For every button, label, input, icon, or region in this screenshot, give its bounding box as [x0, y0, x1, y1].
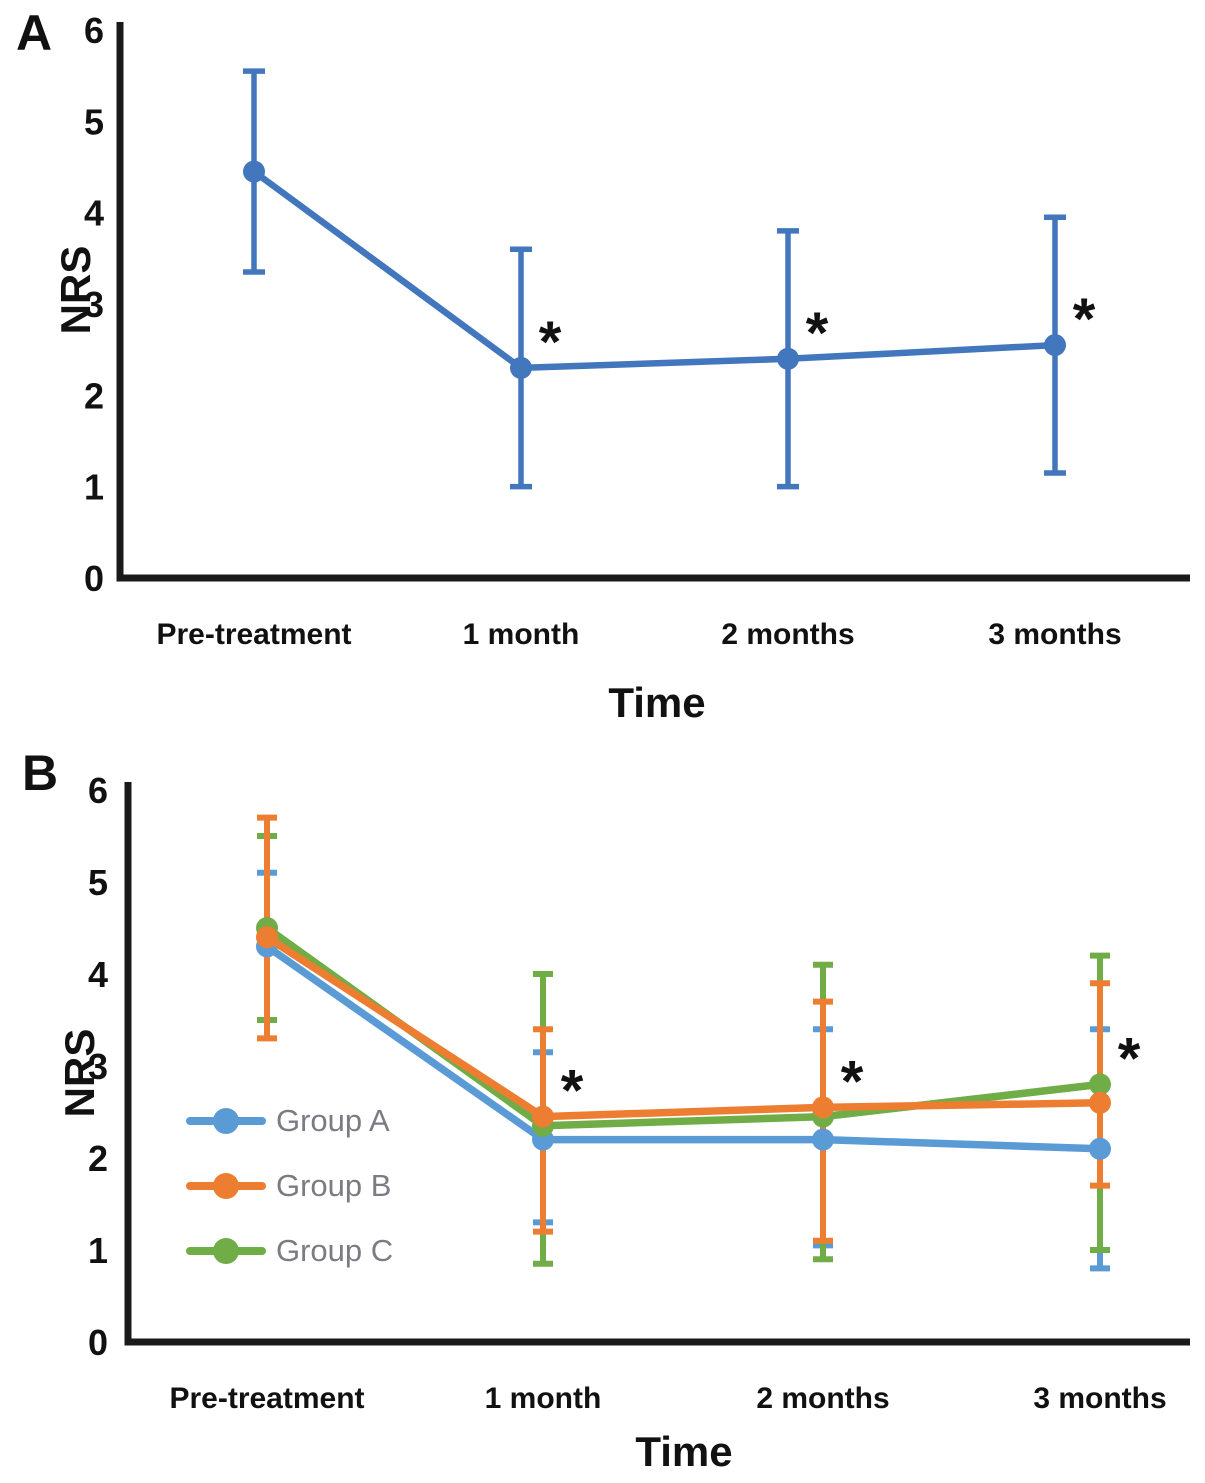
significance-asterisk: *: [806, 301, 829, 366]
series-line: [263, 933, 1104, 1121]
x-category-label: Pre-treatment: [169, 1382, 364, 1415]
chart-b-y-axis-label: NRS: [56, 1028, 103, 1118]
data-point-marker: [812, 1128, 834, 1151]
significance-asterisk: *: [1073, 287, 1096, 352]
significance-asterisk: *: [841, 1049, 864, 1114]
y-tick-label: 0: [88, 1322, 108, 1363]
data-point-marker: [1089, 1091, 1111, 1114]
legend-item: Group C: [186, 1232, 393, 1270]
y-tick-label: 1: [88, 1230, 108, 1271]
chart-a: 0 1 2 3 4 5 6 Pre-treatment 1 month 2 months 3 mon…: [84, 10, 1190, 651]
y-tick-label: 4: [84, 193, 104, 234]
data-point-marker: [532, 1105, 554, 1128]
x-category-label: 3 months: [1033, 1382, 1166, 1415]
data-point-marker: [256, 926, 278, 949]
x-category-label: 2 months: [756, 1382, 889, 1415]
x-category-label: 1 month: [463, 618, 580, 651]
x-category-label: 3 months: [988, 618, 1121, 651]
data-point-marker: [777, 347, 799, 370]
data-point-marker: [243, 160, 265, 183]
legend-label: Group A: [276, 1103, 390, 1138]
x-category-label: 1 month: [485, 1382, 602, 1415]
panel-b-label: B: [22, 745, 59, 801]
data-point-marker: [1044, 334, 1066, 357]
series-line: [263, 924, 1104, 1130]
y-tick-label: 4: [88, 954, 108, 995]
y-tick-label: 6: [88, 770, 108, 811]
chart-a-y-axis-label: NRS: [52, 245, 99, 335]
significance-asterisk: *: [561, 1059, 584, 1124]
chart-a-x-axis-title: Time: [608, 679, 706, 726]
significance-asterisk: *: [1118, 1026, 1141, 1091]
legend-series-marker-icon: [186, 1167, 266, 1205]
data-point-marker: [1089, 1073, 1111, 1096]
series-line: [263, 942, 1104, 1153]
significance-asterisk: *: [539, 310, 562, 375]
chart-b-x-axis-title: Time: [635, 1428, 733, 1475]
y-tick-label: 5: [84, 101, 104, 142]
legend-series-marker-icon: [186, 1102, 266, 1140]
legend-label: Group C: [276, 1233, 394, 1268]
x-category-label: Pre-treatment: [156, 618, 351, 651]
x-category-label: 2 months: [721, 618, 854, 651]
y-tick-label: 2: [88, 1138, 108, 1179]
legend-item: Group B: [186, 1167, 393, 1205]
data-point-marker: [1089, 1137, 1111, 1160]
y-tick-label: 6: [84, 10, 104, 51]
y-tick-label: 3: [88, 1046, 108, 1087]
y-tick-label: 3: [84, 284, 104, 325]
y-tick-label: 5: [88, 862, 108, 903]
y-tick-label: 1: [84, 467, 104, 508]
chart-b: 0 1 2 3 4 5 6 Pre-treatment 1 month 2 months 3 mon…: [88, 770, 1190, 1415]
y-tick-label: 0: [84, 558, 104, 599]
legend-label: Group B: [276, 1168, 392, 1203]
panel-a-label: A: [16, 5, 53, 61]
y-tick-label: 2: [84, 375, 104, 416]
data-point-marker: [510, 356, 532, 379]
chart-b-legend: Group A Group B Group C: [186, 1102, 393, 1270]
series-line: [250, 168, 1059, 372]
legend-item: Group A: [186, 1102, 393, 1140]
data-point-marker: [812, 1096, 834, 1119]
legend-series-marker-icon: [186, 1232, 266, 1270]
